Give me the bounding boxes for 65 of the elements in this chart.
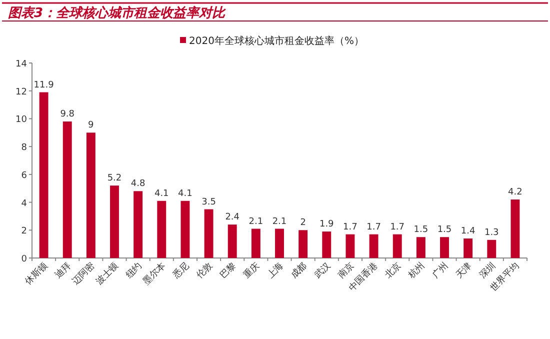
y-tick-label: 10: [16, 115, 28, 126]
data-label: 1.5: [414, 225, 428, 236]
bar: [322, 232, 332, 258]
bar: [204, 209, 214, 258]
bar: [487, 240, 496, 258]
x-tick-label: 成都: [288, 260, 310, 281]
data-label: 9: [88, 120, 94, 131]
bar: [275, 228, 284, 258]
bar: [228, 224, 237, 258]
chart-title: 图表3：全球核心城市租金收益率对比: [8, 5, 226, 21]
x-tick-label: 伦敦: [194, 260, 215, 281]
y-tick-label: 6: [21, 170, 28, 181]
data-label: 2.4: [225, 212, 240, 223]
data-label: 2: [300, 218, 306, 228]
bar: [298, 230, 308, 258]
bar: [110, 186, 119, 258]
x-tick-label: 杭州: [406, 260, 428, 282]
bar: [392, 234, 402, 258]
data-label: 4.2: [508, 188, 522, 198]
bar: [416, 237, 426, 258]
x-tick-label: 广州: [430, 260, 451, 281]
data-label: 11.9: [34, 80, 54, 90]
y-tick-label: 14: [16, 60, 28, 70]
x-tick-label: 武汉: [312, 260, 333, 281]
x-tick-label: 重庆: [242, 260, 262, 281]
bar: [369, 234, 378, 258]
data-label: 1.9: [319, 220, 334, 230]
data-label: 1.3: [484, 228, 499, 238]
x-tick-label: 波士顿: [94, 260, 121, 288]
bar: [157, 200, 166, 258]
data-label: 9.8: [60, 110, 75, 120]
bar: [180, 200, 190, 258]
bar: [86, 132, 96, 258]
data-label: 5.2: [107, 174, 122, 184]
data-label: 1.7: [343, 222, 358, 232]
bar: [346, 234, 355, 258]
data-label: 4.8: [130, 179, 146, 190]
bar: [39, 92, 48, 258]
data-label: 4.1: [178, 188, 192, 199]
bar: [62, 122, 72, 258]
bar: [251, 228, 260, 258]
data-label: 1.5: [437, 225, 452, 236]
bar: [134, 191, 143, 258]
x-tick-label: 天津: [454, 260, 474, 281]
y-tick-label: 12: [16, 87, 27, 98]
y-tick-label: 4: [21, 198, 28, 209]
y-tick-label: 2: [21, 226, 27, 237]
x-tick-label: 墨尔本: [140, 260, 168, 288]
legend-label: 2020年全球核心城市租金收益率（%）: [189, 35, 364, 47]
bar: [464, 238, 473, 258]
bar: [510, 200, 520, 258]
data-label: 3.5: [202, 197, 216, 208]
data-label: 2.1: [248, 216, 264, 227]
data-label: 1.7: [390, 222, 405, 232]
y-tick-label: 8: [21, 143, 28, 154]
x-tick-label: 上海: [265, 260, 286, 281]
bar: [440, 237, 449, 258]
data-label: 1.7: [366, 222, 381, 232]
x-tick-label: 巴黎: [218, 260, 238, 281]
x-tick-label: 悉尼: [170, 260, 192, 282]
data-label: 1.4: [460, 226, 476, 236]
x-tick-label: 迪拜: [52, 260, 74, 281]
data-label: 4.1: [154, 188, 169, 199]
data-label: 2.1: [272, 216, 287, 227]
x-tick-label: 北京: [382, 260, 404, 281]
